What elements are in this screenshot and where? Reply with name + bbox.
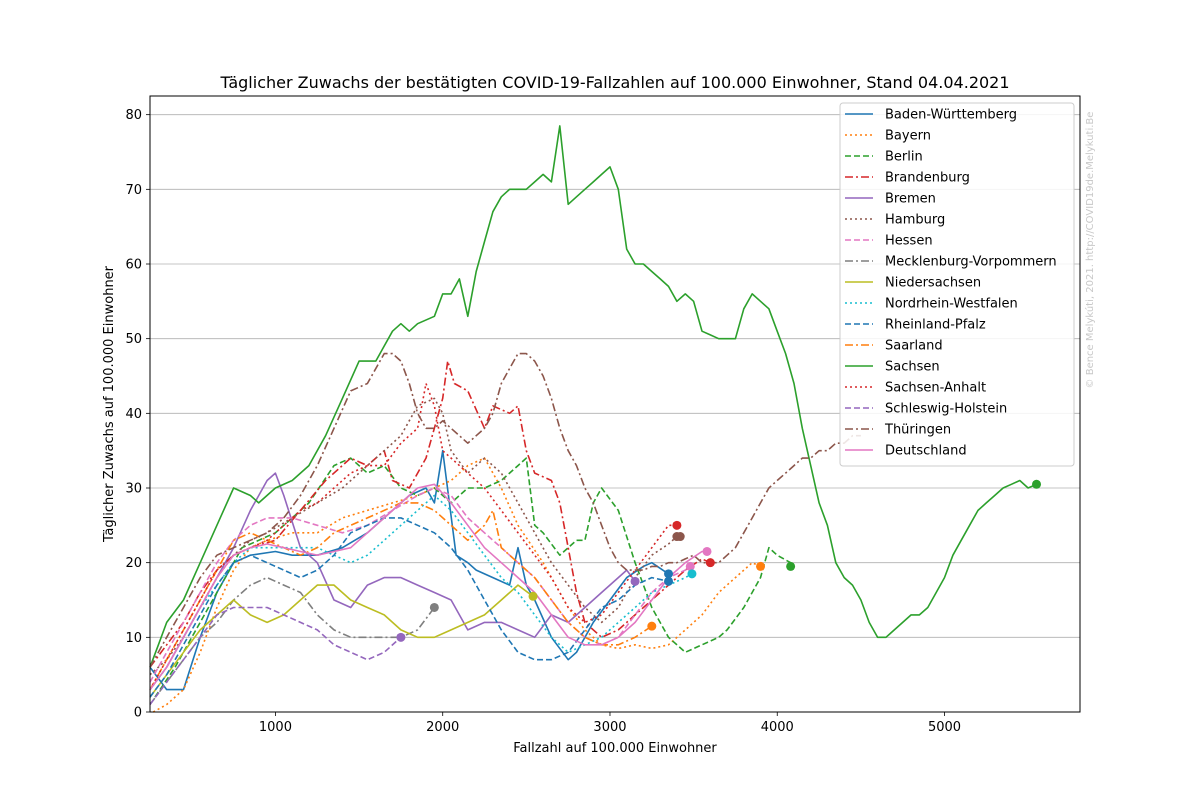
legend-label: Mecklenburg-Vorpommern (885, 255, 1057, 270)
x-tick-label: 3000 (593, 720, 626, 735)
legend-label: Niedersachsen (885, 276, 981, 291)
x-tick-label: 1000 (259, 720, 292, 735)
series-end-markers (396, 479, 1042, 642)
y-tick-label: 60 (125, 258, 142, 273)
series-end-marker-16 (702, 546, 712, 556)
series-end-marker-14 (396, 632, 406, 642)
legend-label: Rheinland-Pfalz (885, 318, 986, 333)
watermark: © Bence Melykúti, 2021. http://COVID19de… (1084, 112, 1096, 389)
series-end-marker-12 (1032, 479, 1042, 489)
x-tick-label: 2000 (426, 720, 459, 735)
legend-label: Bremen (885, 192, 936, 207)
series-end-marker-4 (630, 576, 640, 586)
x-tick-label: 4000 (761, 720, 794, 735)
series-end-marker-9 (687, 569, 697, 579)
series-end-marker-2 (786, 561, 796, 571)
plot-frame (149, 95, 1081, 713)
series-line-7 (149, 576, 436, 705)
legend-label: Sachsen-Anhalt (885, 381, 986, 396)
series-lines (149, 125, 1037, 713)
series-line-11 (149, 502, 653, 690)
legend-label: Saarland (885, 339, 943, 354)
series-line-5 (149, 397, 678, 676)
y-tick-label: 80 (125, 108, 142, 123)
series-line-10 (149, 517, 669, 698)
y-tick-label: 10 (125, 631, 142, 646)
series-line-12 (149, 125, 1037, 668)
legend-label: Sachsen (885, 360, 940, 375)
series-line-0 (149, 449, 669, 691)
legend-label: Bayern (885, 129, 931, 144)
legend-label: Thüringen (884, 423, 951, 438)
series-line-2 (154, 457, 791, 698)
legend-label: Deutschland (885, 444, 967, 459)
y-tick-label: 40 (125, 407, 142, 422)
series-line-16 (149, 483, 707, 691)
axis-ticks: 0 10 20 30 40 50 60 70 80 1000 2000 3000 4000 5000 (125, 108, 961, 735)
y-tick-label: 20 (125, 556, 142, 571)
y-tick-label: 70 (125, 183, 142, 198)
legend-label: Hamburg (885, 213, 945, 228)
legend-box (839, 102, 1075, 467)
series-end-marker-10 (664, 576, 674, 586)
legend-label: Nordrhein-Westfalen (885, 297, 1018, 312)
x-axis-label: Fallzahl auf 100.000 Einwohner (513, 741, 717, 756)
series-end-marker-6 (685, 561, 695, 571)
series-line-14 (149, 606, 402, 705)
legend-label: Brandenburg (885, 171, 970, 186)
y-axis-label: Täglicher Zuwachs auf 100.000 Einwohner (102, 265, 117, 543)
series-line-9 (149, 494, 693, 691)
y-tick-label: 0 (134, 706, 142, 721)
series-end-marker-15 (675, 532, 685, 542)
x-tick-label: 5000 (928, 720, 961, 735)
y-tick-label: 50 (125, 332, 142, 347)
legend-label: Baden-Württemberg (885, 108, 1017, 123)
series-line-15 (149, 352, 861, 668)
series-end-marker-3 (705, 558, 715, 568)
legend-label: Schleswig-Holstein (885, 402, 1007, 417)
series-end-marker-13 (672, 520, 682, 530)
legend-label: Hessen (885, 234, 933, 249)
series-end-marker-11 (647, 621, 657, 631)
legend: Baden-Württemberg Bayern Berlin Brandenburg… (839, 102, 1075, 467)
chart-title: Täglicher Zuwachs der bestätigten COVID-… (219, 73, 1009, 92)
y-tick-label: 30 (125, 482, 142, 497)
series-end-marker-7 (429, 602, 439, 612)
series-end-marker-0 (664, 569, 674, 579)
legend-label: Berlin (885, 150, 923, 165)
series-end-marker-1 (756, 561, 766, 571)
series-line-4 (149, 472, 636, 691)
series-end-marker-8 (528, 591, 538, 601)
